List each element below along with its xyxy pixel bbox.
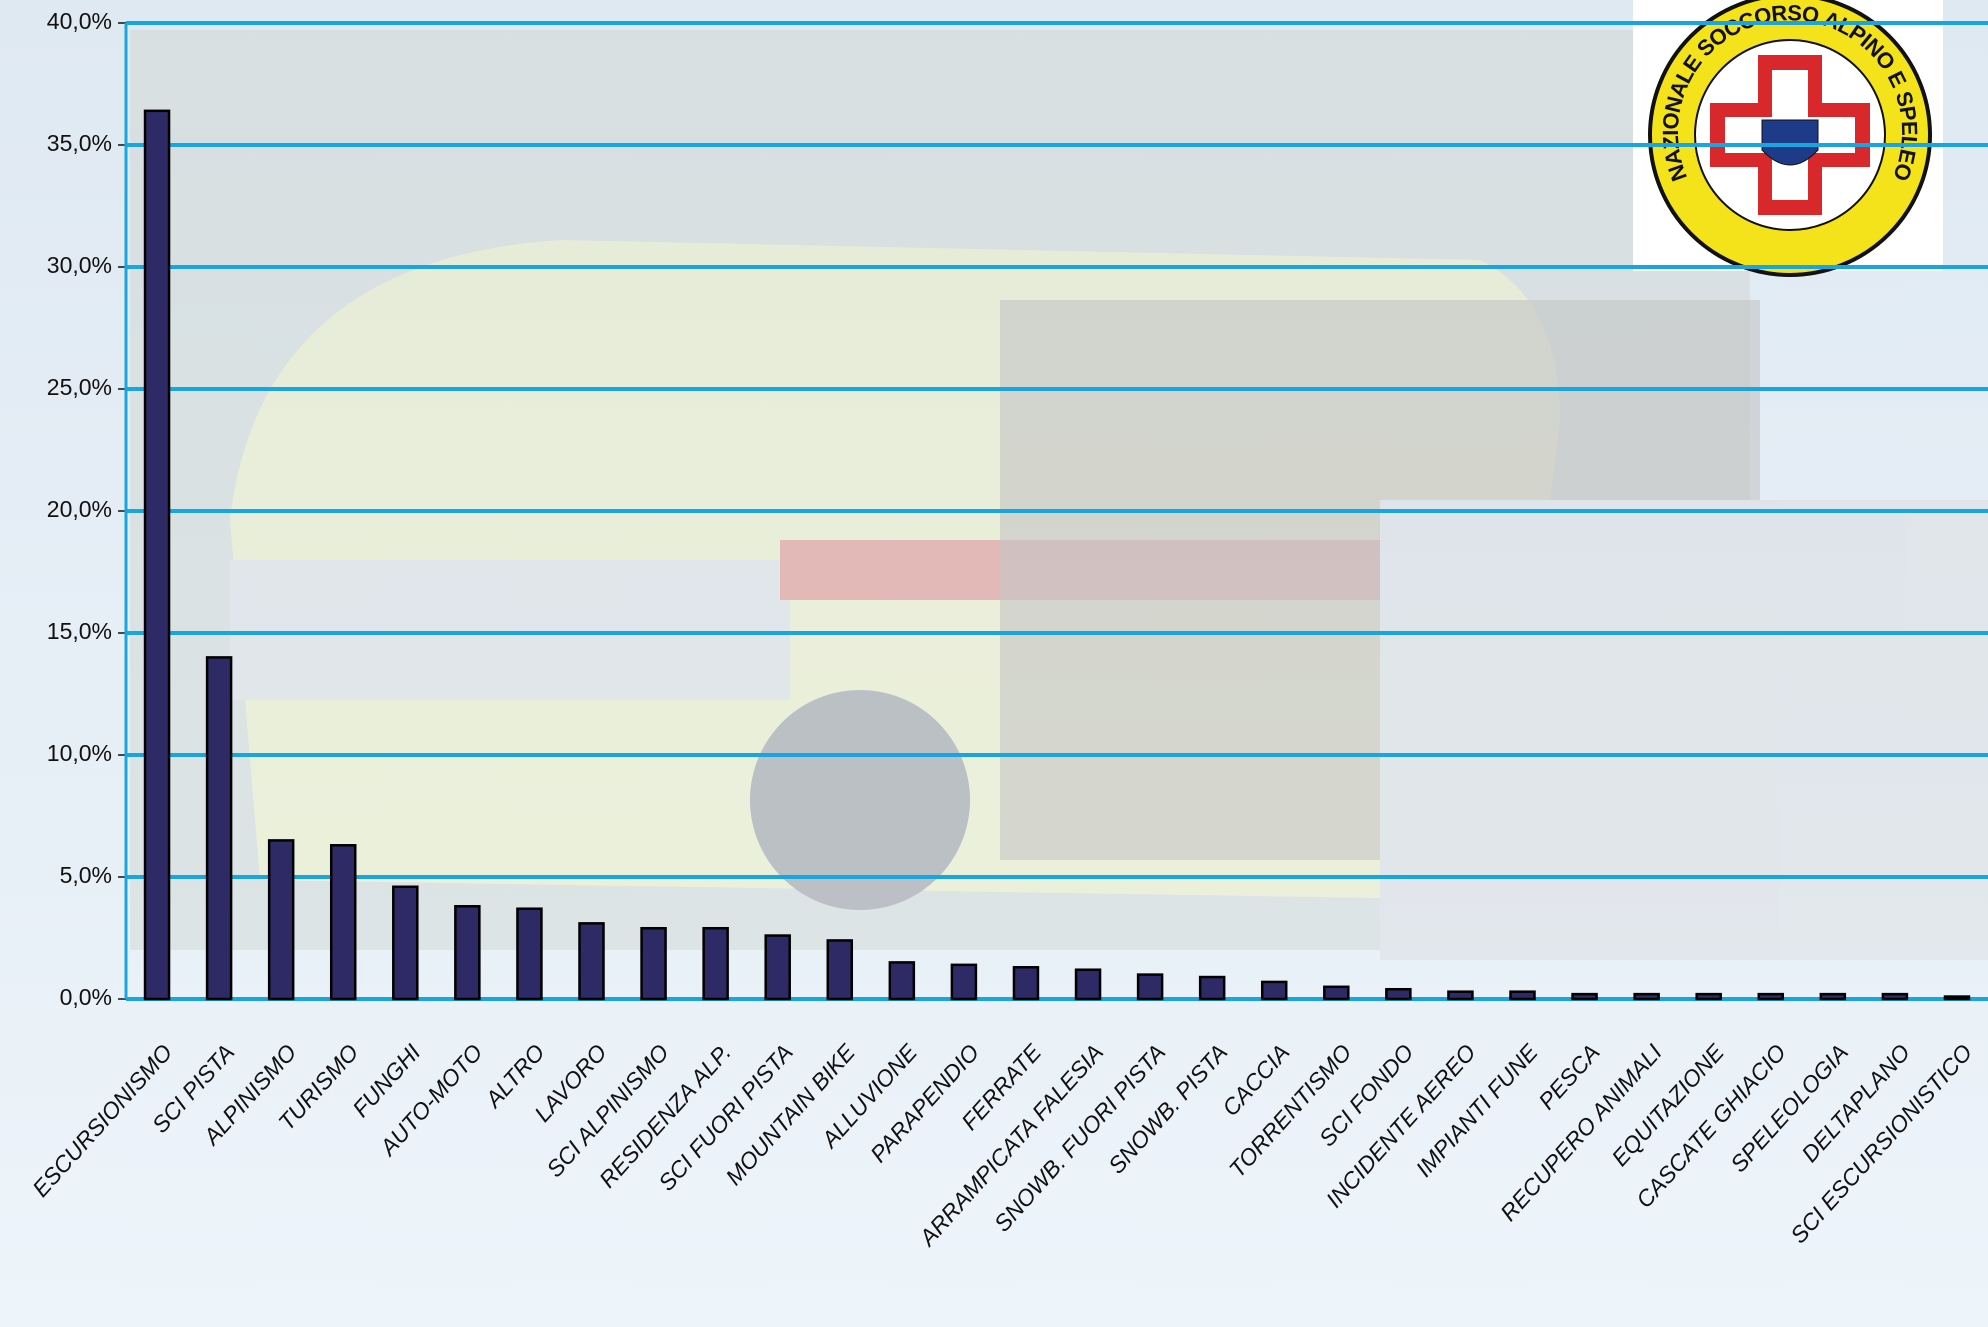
bar: [329, 844, 357, 1001]
bar: [1385, 987, 1412, 1001]
y-tick-label: 40,0%: [47, 8, 112, 34]
bar: [1074, 968, 1102, 1001]
background-photo: [130, 30, 1988, 960]
bar: [764, 934, 791, 1001]
y-tick-label: 15,0%: [47, 618, 112, 644]
bar: [1447, 990, 1474, 1001]
bar: [454, 905, 481, 1001]
bar: [1943, 995, 1971, 1001]
bar: [267, 839, 295, 1001]
y-tick-label: 5,0%: [60, 862, 112, 888]
bar: [1012, 966, 1040, 1001]
y-tick-label: 35,0%: [47, 130, 112, 156]
y-tick-label: 25,0%: [47, 374, 112, 400]
bar: [578, 922, 605, 1001]
bar: [1757, 992, 1785, 1001]
bar: [640, 926, 667, 1001]
y-tick-label: 20,0%: [47, 496, 112, 522]
bar: [1136, 973, 1164, 1001]
bar: [143, 109, 171, 1001]
bar: [516, 907, 543, 1001]
bar: [950, 963, 978, 1001]
bar: [1695, 992, 1722, 1001]
y-tick-label: 30,0%: [47, 252, 112, 278]
bar: [888, 961, 916, 1001]
bar: [1198, 975, 1226, 1001]
y-tick-label: 10,0%: [47, 740, 112, 766]
y-tick-label: 0,0%: [60, 984, 112, 1010]
bar: [1633, 992, 1660, 1001]
bar: [1571, 992, 1598, 1001]
bar: [1819, 992, 1847, 1001]
bar: [1509, 990, 1536, 1001]
bar: [1881, 992, 1909, 1001]
bar: [1323, 985, 1350, 1001]
bar: [205, 656, 233, 1001]
bar: [392, 885, 419, 1001]
bar: [826, 939, 854, 1001]
bar: [702, 926, 729, 1001]
bar: [1260, 980, 1288, 1001]
